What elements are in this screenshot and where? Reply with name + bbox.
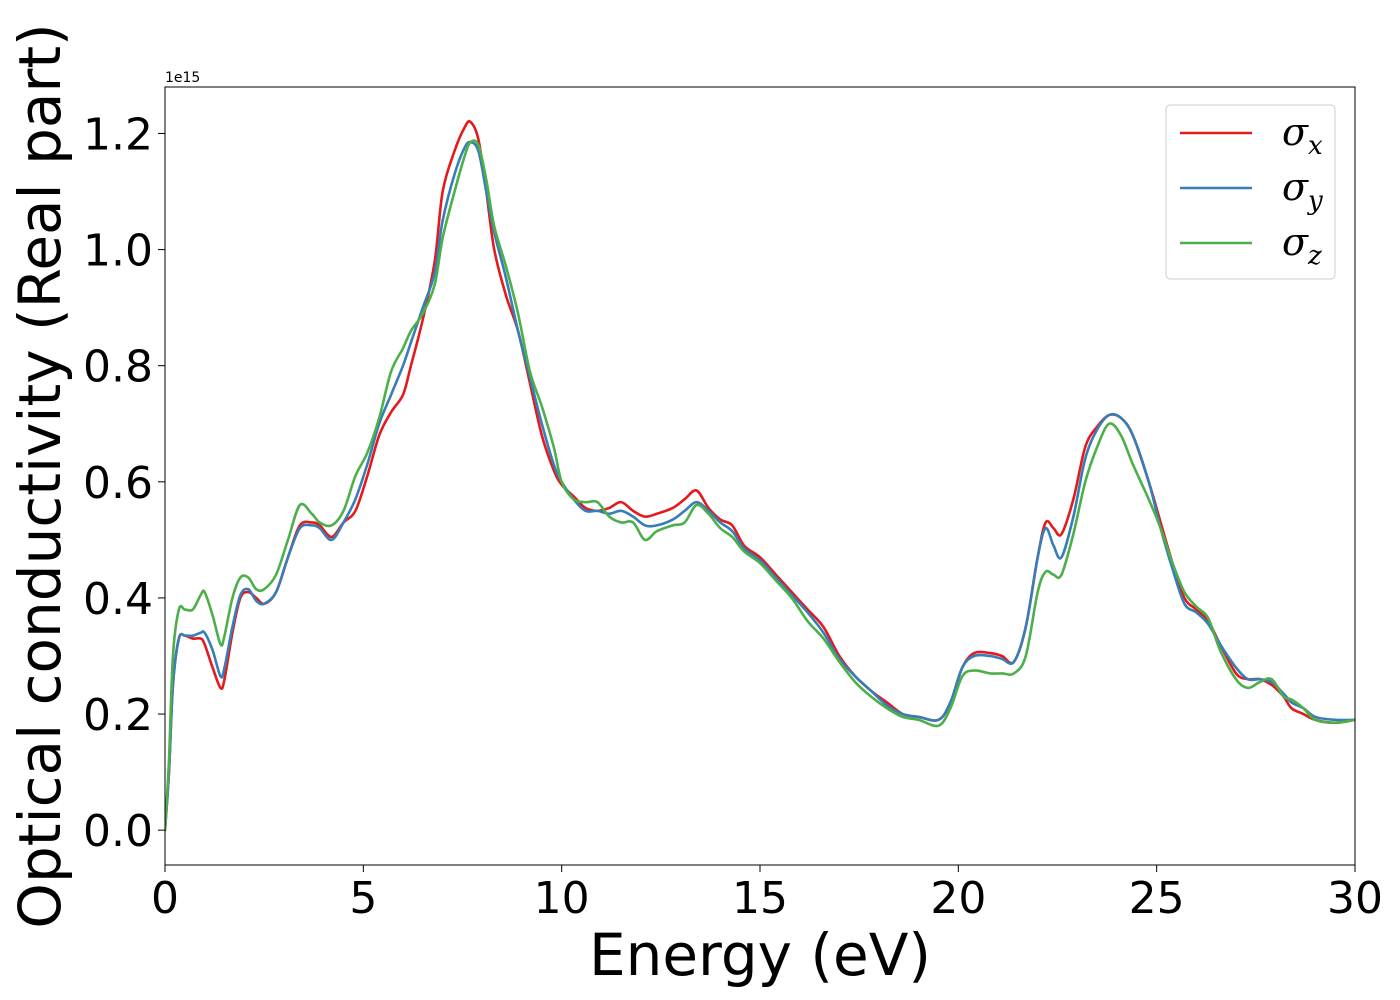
x-tick-label: 5: [349, 873, 377, 924]
y-axis-label: Optical conductivity (Real part): [6, 23, 74, 928]
x-tick-label: 10: [534, 873, 590, 924]
y-tick-label: 0.6: [83, 458, 153, 509]
y-tick-label: 0.2: [83, 690, 153, 741]
y-tick-label: 0.4: [83, 574, 153, 625]
legend-label-base: σ: [1282, 220, 1309, 264]
y-tick-label: 0.0: [83, 806, 153, 857]
legend-label-sub: z: [1307, 241, 1322, 271]
x-tick-label: 0: [151, 873, 179, 924]
legend-label-sub: x: [1308, 131, 1323, 161]
y-tick-label: 0.8: [83, 342, 153, 393]
x-tick-label: 15: [732, 873, 788, 924]
x-tick-label: 25: [1129, 873, 1185, 924]
y-tick-label: 1.0: [83, 226, 153, 277]
legend-label-base: σ: [1282, 165, 1309, 209]
legend-label-base: σ: [1282, 110, 1309, 154]
x-axis-label: Energy (eV): [589, 921, 931, 989]
x-tick-label: 20: [930, 873, 986, 924]
x-tick-label: 30: [1327, 873, 1383, 924]
y-tick-label: 1.2: [83, 109, 153, 160]
y-offset-label: 1e15: [165, 70, 200, 86]
legend-label-sub: y: [1307, 186, 1323, 216]
